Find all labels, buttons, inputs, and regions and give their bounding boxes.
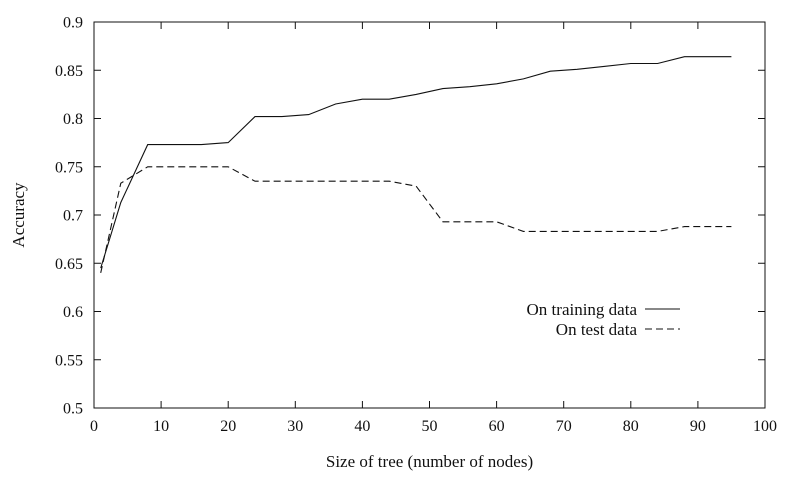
y-axis-label: Accuracy bbox=[9, 182, 28, 248]
x-tick-label: 50 bbox=[422, 418, 438, 435]
y-tick-label: 0.55 bbox=[55, 352, 83, 369]
x-axis-label: Size of tree (number of nodes) bbox=[326, 452, 533, 471]
x-tick-label: 40 bbox=[354, 418, 370, 435]
x-tick-label: 70 bbox=[556, 418, 572, 435]
x-tick-label: 90 bbox=[690, 418, 706, 435]
legend-label: On test data bbox=[556, 320, 638, 339]
legend-label: On training data bbox=[527, 300, 638, 319]
x-tick-label: 60 bbox=[489, 418, 505, 435]
series-layer bbox=[100, 56, 732, 274]
x-tick-label: 20 bbox=[220, 418, 236, 435]
y-tick-label: 0.65 bbox=[55, 256, 83, 273]
y-tick-label: 0.5 bbox=[63, 401, 83, 418]
ticks-layer: 0 10 20 30 40 50 60 70 80 90 100 0.5 0.55 0.6 0.65 0.7 0… bbox=[55, 15, 777, 436]
y-tick-label: 0.8 bbox=[63, 111, 83, 128]
plot-frame bbox=[93, 21, 766, 409]
y-tick-label: 0.7 bbox=[63, 208, 83, 225]
y-tick-label: 0.9 bbox=[63, 15, 83, 32]
x-tick-label: 80 bbox=[623, 418, 639, 435]
x-tick-label: 10 bbox=[153, 418, 169, 435]
x-tick-label: 30 bbox=[287, 418, 303, 435]
y-tick-label: 0.85 bbox=[55, 63, 83, 80]
x-tick-label: 0 bbox=[90, 418, 98, 435]
y-tick-label: 0.6 bbox=[63, 304, 83, 321]
y-tick-label: 0.75 bbox=[55, 159, 83, 176]
x-tick-label: 100 bbox=[753, 418, 777, 435]
series-line bbox=[100, 166, 732, 274]
series-line bbox=[100, 56, 732, 269]
